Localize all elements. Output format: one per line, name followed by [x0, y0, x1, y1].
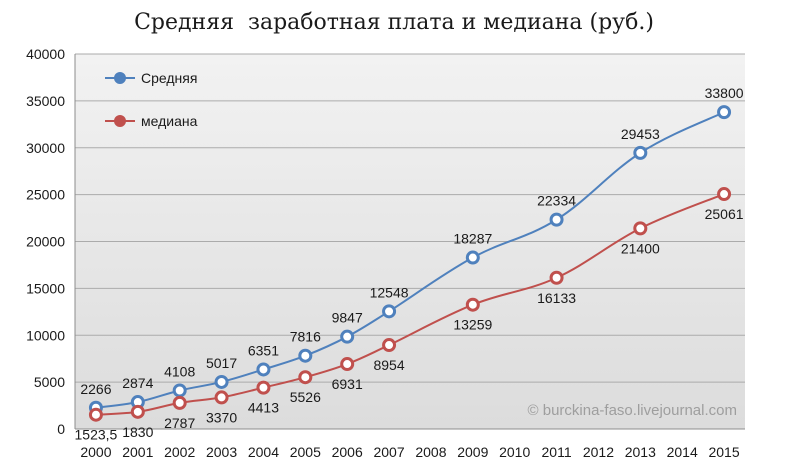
data-point — [717, 105, 732, 120]
data-point — [298, 370, 313, 385]
chart-title: Средняя заработная плата и медиана (руб.… — [134, 10, 654, 35]
data-label: 3370 — [206, 409, 237, 425]
y-tick-label: 30000 — [26, 140, 65, 156]
data-point — [717, 187, 732, 202]
data-label: 25061 — [705, 206, 744, 222]
x-tick-label: 2013 — [625, 444, 656, 460]
data-point — [633, 145, 648, 160]
x-tick-label: 2003 — [206, 444, 237, 460]
data-point — [172, 383, 187, 398]
data-label: 12548 — [370, 284, 409, 300]
legend-label: медиана — [141, 113, 198, 129]
data-point — [465, 250, 480, 265]
data-point — [130, 404, 145, 419]
data-point — [633, 221, 648, 236]
data-point — [172, 395, 187, 410]
y-tick-label: 25000 — [26, 187, 65, 203]
x-tick-label: 2007 — [373, 444, 404, 460]
x-tick-label: 2011 — [542, 444, 572, 460]
x-tick-label: 2004 — [248, 444, 279, 460]
data-label: 13259 — [453, 317, 492, 333]
y-tick-label: 10000 — [26, 327, 65, 343]
x-tick-label: 2006 — [332, 444, 363, 460]
data-label: 2874 — [122, 375, 153, 391]
data-point — [298, 348, 313, 363]
x-tick-label: 2010 — [499, 444, 530, 460]
data-label: 4108 — [164, 363, 195, 379]
data-label: 2787 — [164, 415, 195, 431]
data-label: 6351 — [248, 342, 279, 358]
legend-marker — [114, 115, 126, 127]
y-tick-label: 0 — [57, 421, 65, 437]
data-label: 6931 — [332, 376, 363, 392]
data-point — [382, 338, 397, 353]
data-point — [549, 270, 564, 285]
data-point — [382, 304, 397, 319]
y-tick-label: 5000 — [34, 374, 65, 390]
data-point — [465, 297, 480, 312]
x-tick-label: 2001 — [122, 444, 153, 460]
data-point — [214, 390, 229, 405]
data-point — [256, 362, 271, 377]
data-point — [256, 380, 271, 395]
data-label: 16133 — [537, 290, 576, 306]
data-label: 1523,5 — [75, 427, 118, 443]
y-tick-label: 35000 — [26, 93, 65, 109]
x-tick-label: 2009 — [457, 444, 488, 460]
data-label: 21400 — [621, 240, 660, 256]
x-tick-label: 2015 — [708, 444, 739, 460]
x-tick-label: 2005 — [290, 444, 321, 460]
data-point — [340, 357, 355, 372]
x-tick-label: 2012 — [583, 444, 614, 460]
y-tick-label: 40000 — [26, 46, 65, 62]
watermark: © burckina-faso.livejournal.com — [528, 402, 737, 419]
data-label: 4413 — [248, 400, 279, 416]
data-label: 33800 — [705, 85, 744, 101]
data-label: 1830 — [122, 424, 153, 440]
data-label: 9847 — [332, 310, 363, 326]
legend-label: Средняя — [141, 70, 197, 86]
data-label: 2266 — [80, 381, 111, 397]
data-label: 29453 — [621, 126, 660, 142]
data-point — [340, 329, 355, 344]
data-label: 8954 — [373, 357, 404, 373]
x-tick-label: 2008 — [415, 444, 446, 460]
data-point — [214, 374, 229, 389]
data-label: 5526 — [290, 389, 321, 405]
y-tick-label: 15000 — [26, 280, 65, 296]
y-tick-label: 20000 — [26, 234, 65, 250]
data-label: 18287 — [453, 231, 492, 247]
data-label: 7816 — [290, 329, 321, 345]
data-label: 22334 — [537, 193, 576, 209]
data-point — [88, 407, 103, 422]
data-label: 5017 — [206, 355, 237, 371]
x-tick-label: 2000 — [80, 444, 111, 460]
x-tick-label: 2002 — [164, 444, 195, 460]
x-tick-label: 2014 — [667, 444, 698, 460]
legend-marker — [114, 72, 126, 84]
data-point — [549, 212, 564, 227]
